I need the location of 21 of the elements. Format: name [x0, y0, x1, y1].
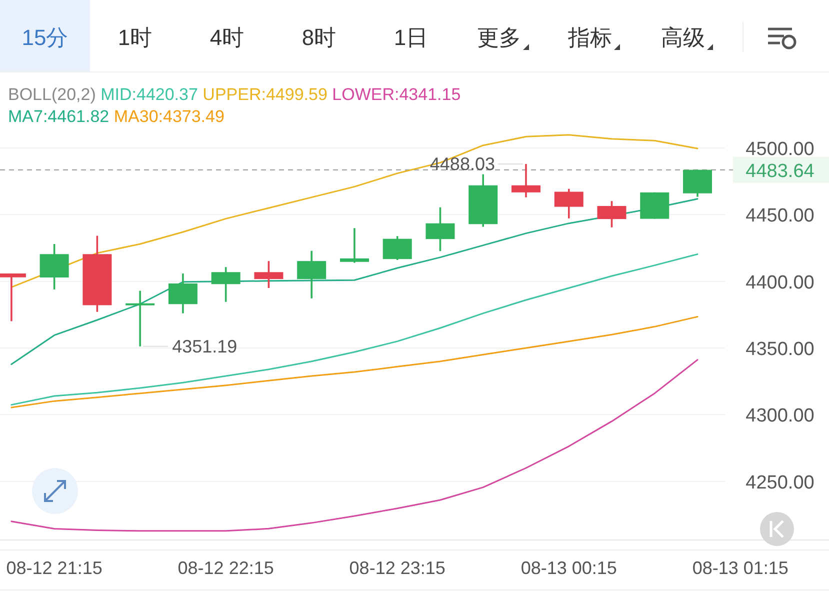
y-tick-label: 4450.00 [746, 206, 814, 227]
y-tick-label: 4350.00 [746, 339, 814, 360]
legend: BOLL(20,2) MID:4420.37 UPPER:4499.59 LOWER:4341.15 MA7:4461.82 MA30:4373.49 [8, 85, 461, 126]
y-tick-label: 4500.00 [746, 139, 814, 160]
x-tick-label: 08-12 21:15 [6, 558, 102, 578]
y-tick-label: 4300.00 [746, 406, 814, 427]
x-tick-label: 08-13 01:15 [692, 558, 788, 578]
annotation: 4351.19 [172, 336, 238, 356]
tab-bar: 15分 1时 4时 8时 1日 更多 指标 高级 [0, 0, 713, 72]
ref-line-label: 4483.64 [746, 160, 815, 182]
y-tick-label: 4250.00 [746, 472, 814, 494]
x-tick-label: 08-12 23:15 [349, 558, 446, 578]
x-tick-label: 08-13 00:15 [520, 558, 617, 578]
line-series [10, 134, 698, 288]
candlestick [340, 227, 369, 264]
line-series [10, 316, 698, 408]
annotation: 4488.03 [430, 154, 495, 174]
x-tick-label: 08-12 22:15 [178, 558, 274, 578]
line-series [10, 253, 698, 406]
y-tick-label: 4400.00 [746, 272, 814, 294]
line-series [10, 359, 698, 532]
